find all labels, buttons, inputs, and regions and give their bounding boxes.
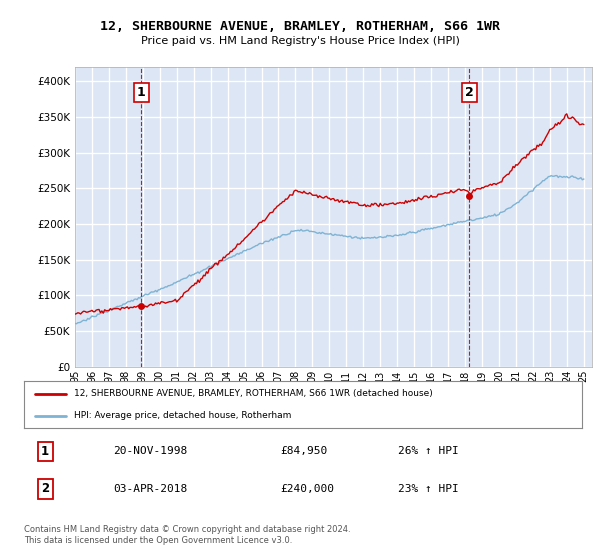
Text: 1: 1 [137, 86, 146, 99]
Text: 2: 2 [465, 86, 473, 99]
Text: 2: 2 [41, 482, 49, 496]
Text: 1: 1 [41, 445, 49, 458]
Text: 23% ↑ HPI: 23% ↑ HPI [398, 484, 458, 494]
Text: Contains HM Land Registry data © Crown copyright and database right 2024.
This d: Contains HM Land Registry data © Crown c… [24, 525, 350, 545]
Text: £84,950: £84,950 [281, 446, 328, 456]
Text: HPI: Average price, detached house, Rotherham: HPI: Average price, detached house, Roth… [74, 411, 292, 420]
Text: 20-NOV-1998: 20-NOV-1998 [113, 446, 188, 456]
Text: 12, SHERBOURNE AVENUE, BRAMLEY, ROTHERHAM, S66 1WR (detached house): 12, SHERBOURNE AVENUE, BRAMLEY, ROTHERHA… [74, 389, 433, 398]
Text: 12, SHERBOURNE AVENUE, BRAMLEY, ROTHERHAM, S66 1WR: 12, SHERBOURNE AVENUE, BRAMLEY, ROTHERHA… [100, 20, 500, 32]
Text: £240,000: £240,000 [281, 484, 335, 494]
Text: 03-APR-2018: 03-APR-2018 [113, 484, 188, 494]
Text: 26% ↑ HPI: 26% ↑ HPI [398, 446, 458, 456]
Text: Price paid vs. HM Land Registry's House Price Index (HPI): Price paid vs. HM Land Registry's House … [140, 36, 460, 46]
